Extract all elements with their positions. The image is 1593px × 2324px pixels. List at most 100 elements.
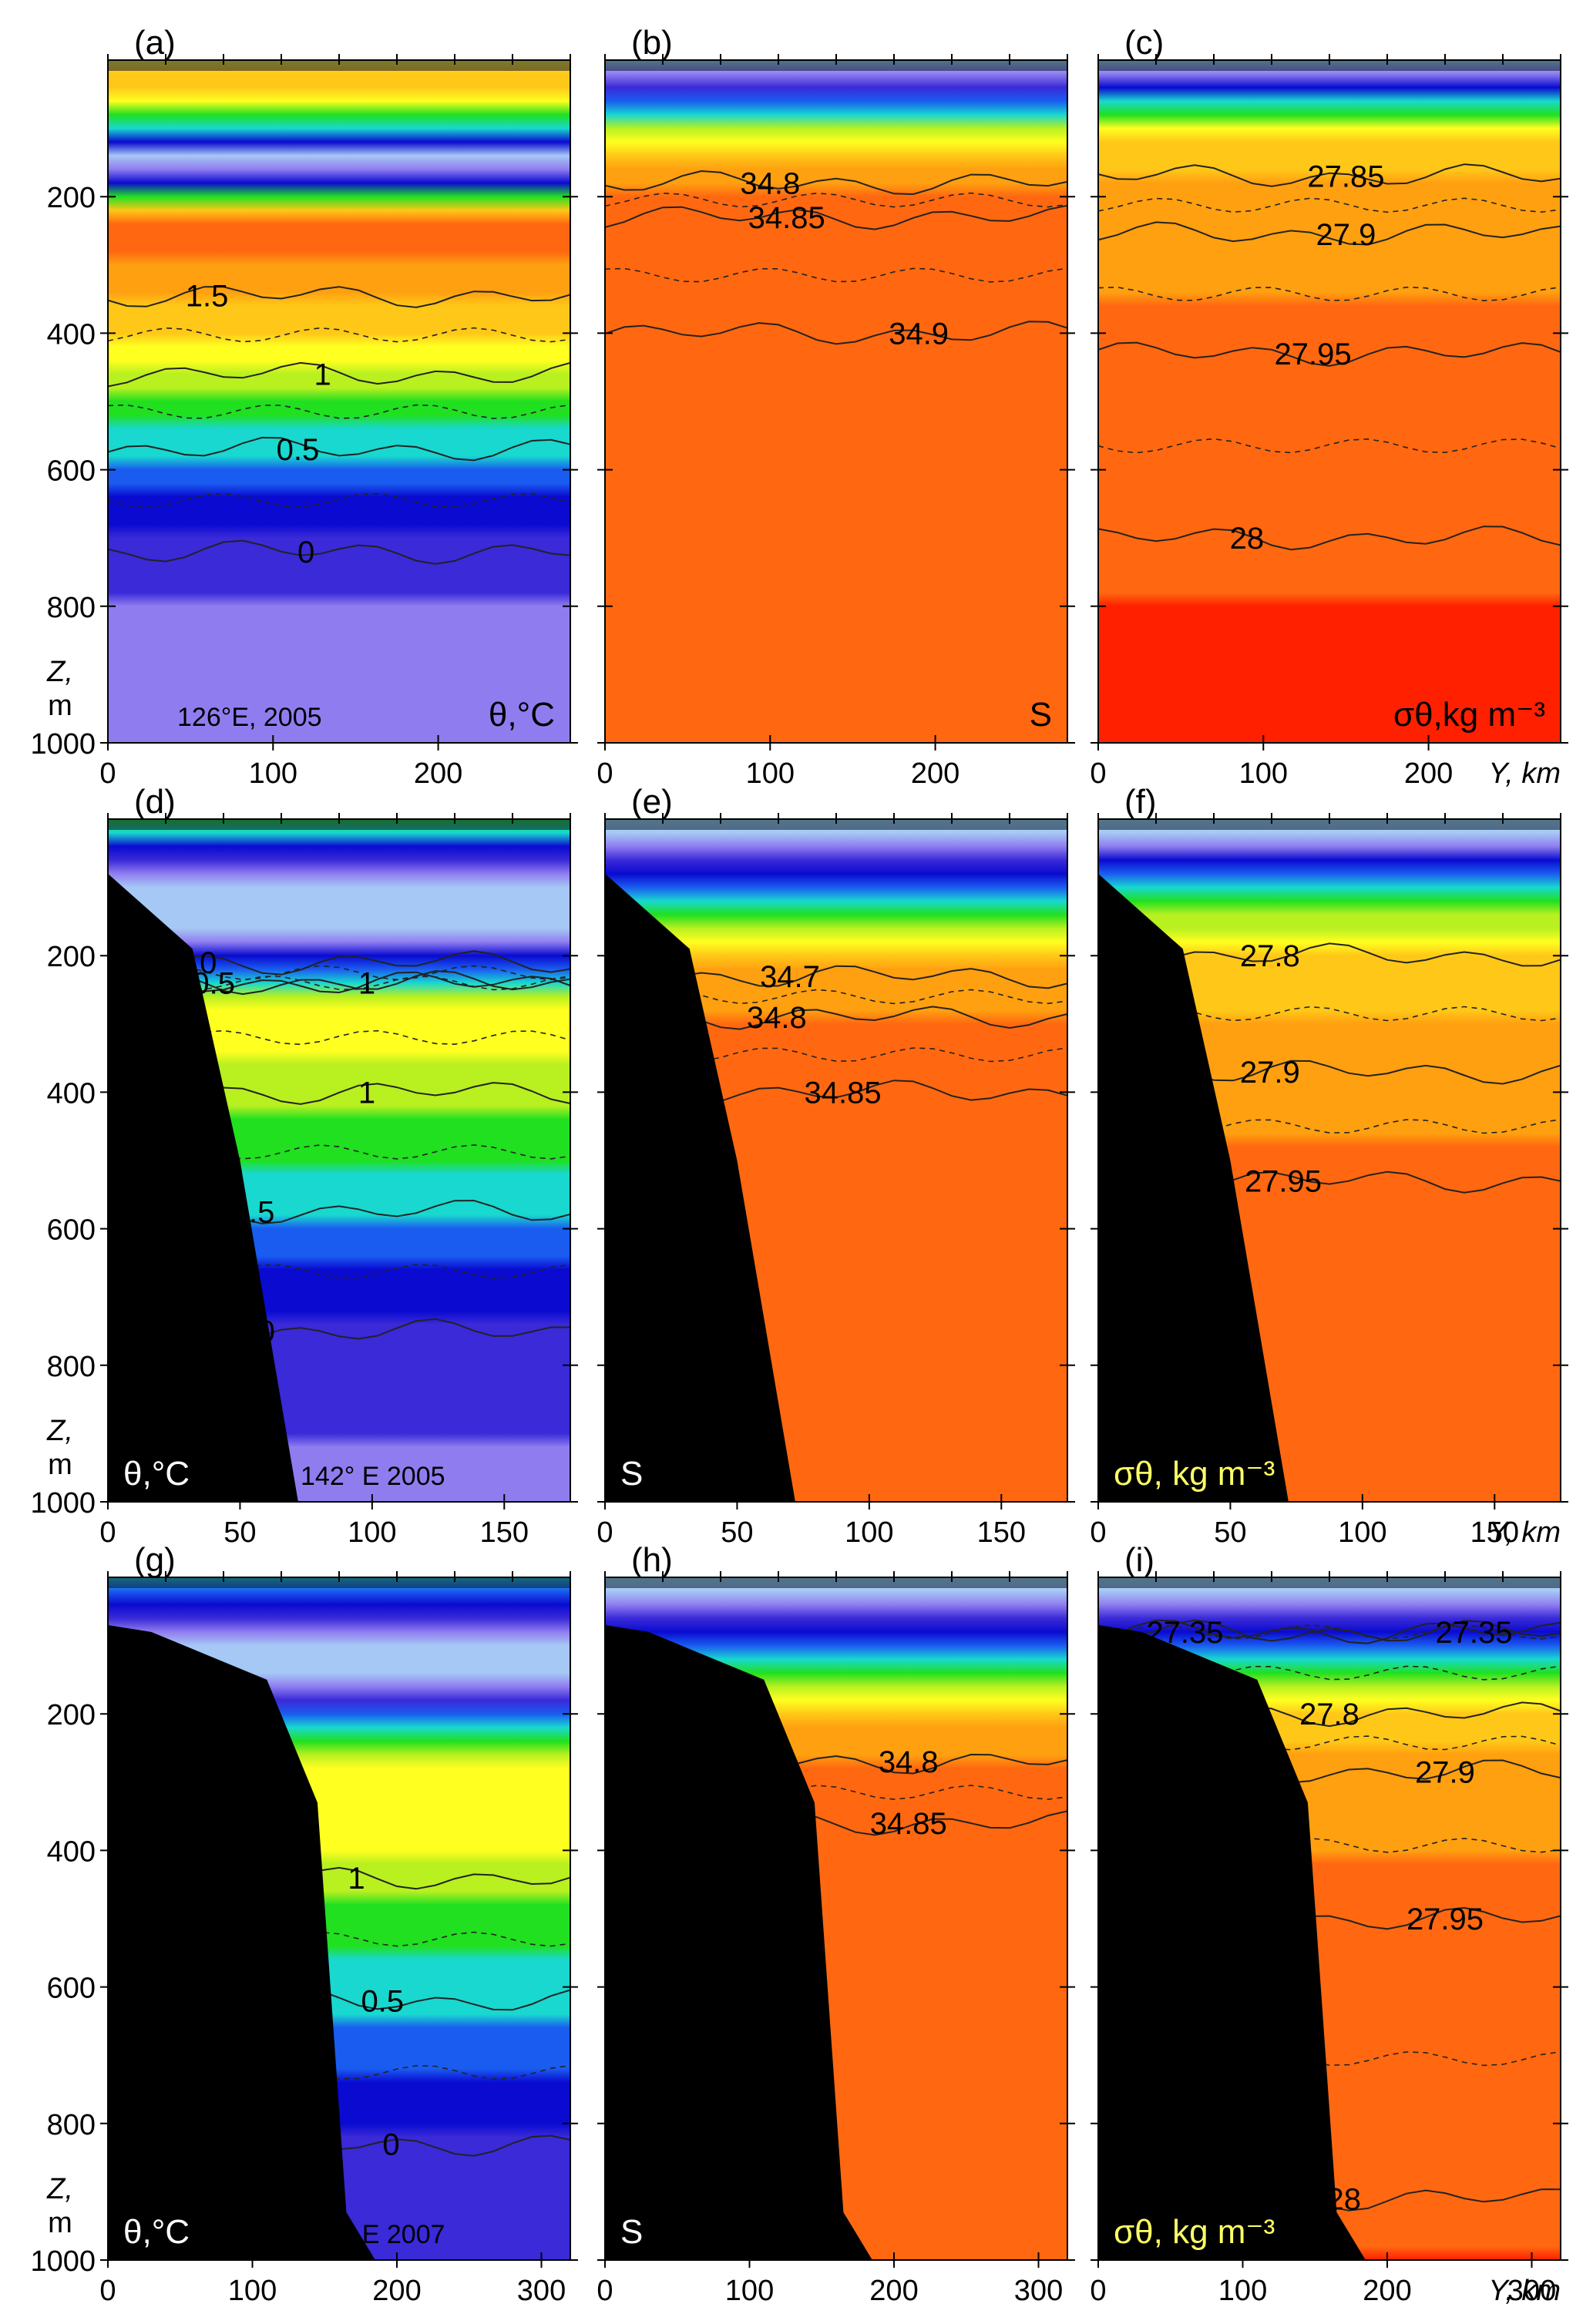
contour-line-dashed [605, 989, 1067, 1005]
x-tick-label: 100 [249, 757, 297, 790]
x-axis-label: Y, km [1488, 1516, 1561, 1549]
isoline-label: 34.7 [760, 960, 820, 994]
x-tick-label: 200 [911, 757, 959, 790]
x-tick-label: 150 [977, 1516, 1026, 1549]
z-axis-label: Z, [46, 1415, 73, 1447]
z-tick-label: 1000 [30, 728, 96, 761]
x-tick-label: 100 [348, 1516, 396, 1549]
x-tick-label: 50 [223, 1516, 256, 1549]
variable-label: S [620, 1455, 643, 1493]
contour-line-dashed [108, 404, 570, 419]
contour-line-dashed [108, 492, 570, 509]
contour-line [1098, 1619, 1561, 1644]
x-tick-label: 200 [869, 2275, 918, 2307]
contour-line-dashed [108, 1931, 570, 1947]
z-tick-label: 800 [47, 592, 96, 624]
contour-line-dashed [108, 1029, 570, 1046]
x-tick-label: 0 [1090, 1516, 1106, 1549]
x-tick-label: 150 [480, 1516, 529, 1549]
x-tick-label: 100 [1338, 1516, 1386, 1549]
contour-line-dashed [1098, 1119, 1561, 1134]
panel-letter: (d) [134, 783, 176, 821]
contour-line [108, 286, 570, 308]
x-tick-label: 0 [597, 757, 613, 790]
panel-letter: (i) [1124, 1541, 1154, 1579]
isoline-label: 0.5 [232, 1195, 275, 1229]
x-tick-label: 150 [1470, 1516, 1519, 1549]
contour-line-dashed [108, 327, 570, 343]
isoline-label: 28 [1327, 2182, 1362, 2216]
isoline-label: 27.85 [1307, 160, 1384, 194]
z-tick-label: 400 [47, 1077, 96, 1110]
x-tick-label: 200 [1404, 757, 1453, 790]
isoline-label: 27.9 [1415, 1756, 1475, 1790]
z-axis-label: Z, [46, 656, 73, 688]
panel-b: 34.834.85 34.9 0 100 200 (b) S [597, 24, 1075, 790]
isoline-label: 27.35 [1435, 1616, 1512, 1650]
x-tick-label: 50 [721, 1516, 753, 1549]
contour-line-dashed [108, 1264, 570, 1279]
contour-line [108, 361, 570, 388]
isoline-label: 34.8 [740, 166, 800, 200]
contour-line [605, 170, 1067, 196]
x-axis-label: Y, km [1488, 2275, 1561, 2307]
contour-line-dashed [605, 267, 1067, 283]
isoline-label: 0 [297, 536, 314, 569]
x-tick-label: 300 [1507, 2275, 1556, 2307]
field-theta [108, 60, 570, 743]
panel-letter: (g) [134, 1541, 176, 1579]
x-tick-label: 0 [1090, 757, 1106, 790]
z-tick-label: 600 [47, 1973, 96, 2005]
x-tick-label: 200 [372, 2275, 421, 2307]
panel-e: 34.7 34.8 34.85 0 50 100 150 (e) S [597, 783, 1075, 1549]
z-tick-label: 800 [47, 1351, 96, 1383]
isoline-label: 27.9 [1240, 1056, 1300, 1090]
z-axis-unit: m [48, 2207, 72, 2239]
panel-letter: (c) [1124, 24, 1164, 62]
seafloor-land [1098, 1625, 1366, 2260]
contour-line-dashed [1098, 2050, 1561, 2067]
z-tick-label: 400 [47, 1835, 96, 1868]
x-tick-label: 0 [597, 1516, 613, 1549]
contour-line-dashed [1098, 1006, 1561, 1022]
variable-label: σθ,kg m⁻³ [1393, 696, 1545, 734]
contour-line-dashed [1098, 438, 1561, 454]
contour-line-dashed [108, 976, 570, 991]
isoline-label: 27.8 [1240, 939, 1300, 973]
x-tick-label: 300 [517, 2275, 566, 2307]
contour-line [605, 204, 1067, 230]
contour-line [1098, 341, 1561, 367]
seafloor-land [605, 1625, 872, 2260]
variable-label: θ,°C [123, 1455, 190, 1493]
panel-h: 34.8 34.85 0 100 200 300 (h) S [597, 1541, 1075, 2307]
contour-line-dashed [108, 965, 570, 981]
isoline-label: 27.95 [1406, 1903, 1484, 1936]
x-tick-label: 300 [1014, 2275, 1063, 2307]
contour-line-dashed [605, 192, 1067, 208]
z-tick-label: 200 [47, 941, 96, 973]
x-tick-label: 0 [597, 2275, 613, 2307]
isoline-label: 28 [1230, 522, 1265, 556]
z-tick-label: 800 [47, 2109, 96, 2141]
isoline-label: 27.8 [1299, 1698, 1359, 1731]
isoline-label: 0 [258, 1315, 275, 1349]
variable-label: σθ, kg m⁻³ [1114, 1455, 1275, 1493]
isoline-label: 34.8 [747, 1001, 807, 1035]
isoline-label: 1 [358, 967, 375, 1001]
contour-line [1098, 221, 1561, 246]
seafloor-land [108, 873, 298, 1502]
field-theta [108, 1577, 570, 2260]
isoline-label: 0 [382, 2128, 399, 2161]
x-tick-label: 100 [725, 2275, 774, 2307]
z-tick-label: 1000 [30, 2245, 96, 2278]
x-tick-label: 200 [414, 757, 462, 790]
z-tick-label: 200 [47, 182, 96, 214]
x-tick-label: 0 [99, 757, 116, 790]
x-axis-label: Y, km [1488, 757, 1561, 790]
contour-line-dashed [1098, 1837, 1561, 1853]
isoline-label: 34.85 [805, 1076, 882, 1110]
contour-line-dashed [605, 1047, 1067, 1063]
